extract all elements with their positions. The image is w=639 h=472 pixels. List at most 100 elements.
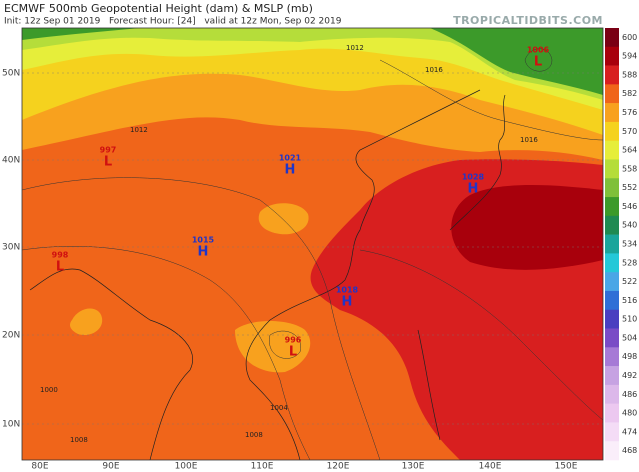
- longitude-label: 140E: [479, 462, 502, 472]
- center-type: H: [285, 163, 296, 178]
- colorbar-label: 534: [622, 240, 637, 249]
- colorbar-swatch: [605, 290, 619, 311]
- center-type: L: [289, 345, 297, 360]
- center-value: 1018: [336, 286, 359, 295]
- isobar-label: 1000: [40, 386, 58, 394]
- colorbar: 600 594 588 582 576 570 564 558 552 546 540 534 528 5…: [605, 28, 637, 461]
- center-type: L: [534, 55, 542, 70]
- colorbar-swatch: [605, 309, 619, 329]
- colorbar-swatch: [605, 403, 619, 423]
- longitude-label: 80E: [31, 462, 48, 472]
- height-576-blob: [70, 308, 103, 336]
- isobar-label: 1016: [520, 136, 538, 144]
- colorbar-label: 600: [622, 33, 637, 42]
- colorbar-label: 588: [622, 70, 637, 79]
- colorbar-swatch: [605, 121, 619, 141]
- latitude-label: 30N: [2, 243, 20, 253]
- colorbar-swatch: [605, 178, 619, 198]
- subtitle: Init: 12z Sep 01 2019 Forecast Hour: [24…: [4, 17, 342, 27]
- isobar-label: 1008: [245, 431, 263, 439]
- colorbar-label: 540: [622, 221, 637, 230]
- colorbar-label: 474: [622, 427, 637, 436]
- latitude-label: 50N: [2, 69, 20, 79]
- latitude-label: 40N: [2, 156, 20, 166]
- colorbar-label: 576: [622, 108, 637, 117]
- colorbar-label: 498: [622, 352, 637, 361]
- center-type: L: [104, 155, 112, 170]
- colorbar-swatch: [605, 366, 619, 386]
- longitude-label: 110E: [251, 462, 274, 472]
- colorbar-label: 510: [622, 315, 637, 324]
- title: ECMWF 500mb Geopotential Height (dam) & …: [4, 2, 313, 15]
- colorbar-label: 516: [622, 296, 637, 305]
- colorbar-label: 594: [622, 52, 637, 61]
- height-594: [451, 185, 603, 270]
- colorbar-swatch: [605, 28, 619, 48]
- isobar-label: 1004: [270, 404, 288, 412]
- height-576-blob: [235, 321, 311, 373]
- colorbar-label: 570: [622, 127, 637, 136]
- colorbar-swatch: [605, 422, 619, 442]
- colorbar-label: 582: [622, 89, 637, 98]
- colorbar-swatch: [605, 272, 619, 292]
- colorbar-label: 492: [622, 371, 637, 380]
- longitude-label: 100E: [175, 462, 198, 472]
- isobar-label: 1008: [70, 436, 88, 444]
- colorbar-swatch: [605, 140, 619, 160]
- colorbar-swatch: [605, 65, 619, 85]
- longitude-label: 150E: [555, 462, 578, 472]
- longitude-label: 90E: [102, 462, 119, 472]
- latitude-label: 20N: [2, 331, 20, 341]
- height-576-blob: [258, 203, 309, 235]
- longitude-label: 120E: [327, 462, 350, 472]
- center-value: 998: [52, 251, 69, 260]
- isobar-label: 1016: [425, 66, 443, 74]
- center-value: 1028: [462, 173, 485, 182]
- center-type: L: [56, 260, 64, 275]
- colorbar-label: 486: [622, 390, 637, 399]
- colorbar-label: 504: [622, 333, 637, 342]
- isobar-lines: [22, 48, 603, 460]
- center-type: H: [468, 182, 479, 197]
- colorbar-swatch: [605, 215, 619, 235]
- colorbar-swatch: [605, 159, 619, 179]
- colorbar-label: 558: [622, 164, 637, 173]
- site-name: TROPICALTIDBITS.COM: [453, 14, 603, 27]
- isobar-label: 1012: [130, 126, 148, 134]
- center-type: H: [198, 245, 209, 260]
- colorbar-swatch: [605, 441, 619, 461]
- colorbar-swatch: [605, 253, 619, 273]
- center-value: 997: [100, 146, 117, 155]
- center-value: 1006: [527, 46, 550, 55]
- colorbar-label: 480: [622, 409, 637, 418]
- center-type: H: [342, 295, 353, 310]
- colorbar-swatch: [605, 234, 619, 254]
- graticule: [22, 72, 603, 425]
- colorbar-label: 468: [622, 446, 637, 455]
- height-564: [22, 28, 603, 110]
- isobar-label: 1012: [346, 44, 364, 52]
- center-value: 1015: [192, 236, 215, 245]
- colorbar-label: 546: [622, 202, 637, 211]
- colorbar-swatch: [605, 103, 619, 123]
- longitude-label: 130E: [402, 462, 425, 472]
- colorbar-label: 528: [622, 258, 637, 267]
- colorbar-label: 522: [622, 277, 637, 286]
- colorbar-swatch: [605, 347, 619, 367]
- colorbar-label: 552: [622, 183, 637, 192]
- latitude-labels: 50N 40N 30N 20N 10N: [2, 69, 20, 430]
- colorbar-swatch: [605, 384, 619, 404]
- longitude-labels: 80E 90E 100E 110E 120E 130E 140E 150E: [31, 462, 577, 472]
- center-value: 996: [285, 336, 302, 345]
- latitude-label: 10N: [2, 420, 20, 430]
- colorbar-swatch: [605, 328, 619, 348]
- colorbar-swatch: [605, 46, 619, 66]
- isobar-labels: 1012 1016 1008 1004 1000 1012 1016 1008: [40, 44, 538, 444]
- center-value: 1021: [279, 154, 302, 163]
- height-552: [22, 28, 603, 95]
- colorbar-swatch: [605, 84, 619, 104]
